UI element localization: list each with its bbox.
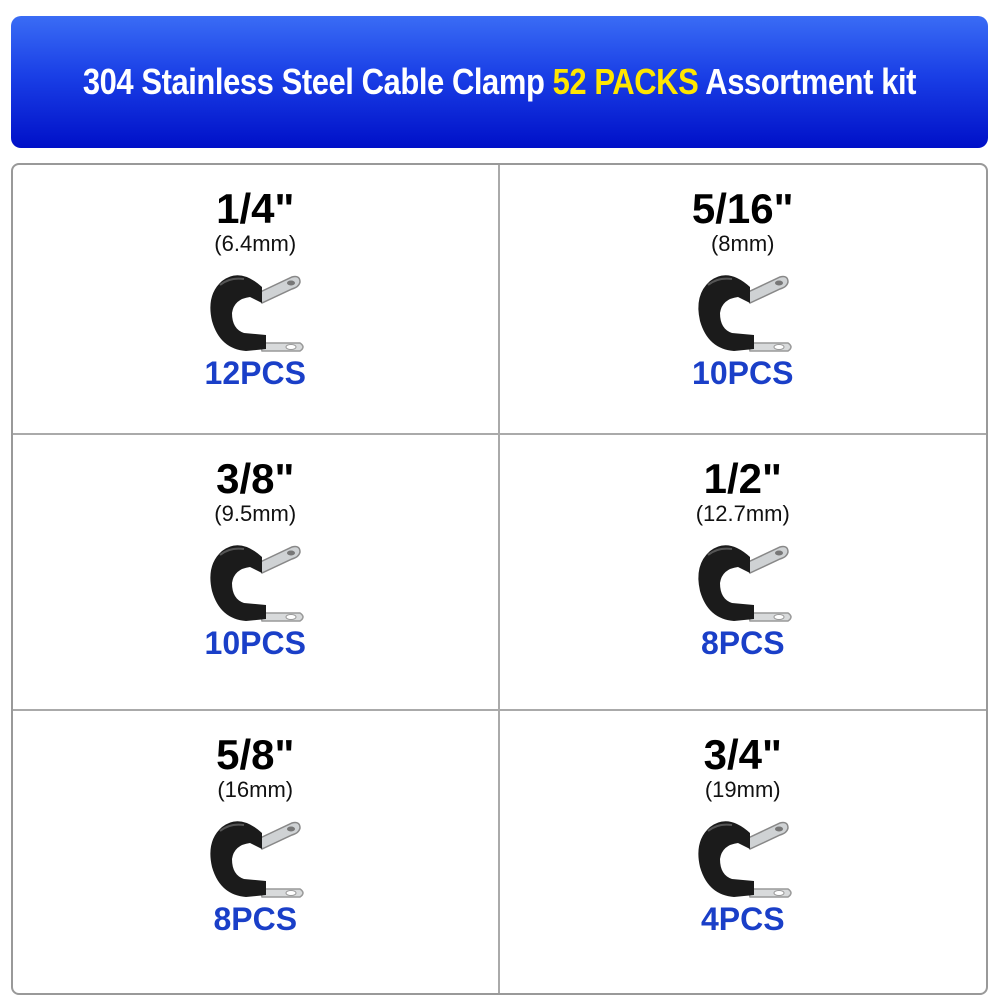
quantity-label: 10PCS	[692, 355, 794, 391]
size-metric: (6.4mm)	[214, 231, 297, 256]
size-metric: (19mm)	[704, 777, 781, 802]
title-suffix: Assortment kit	[698, 61, 917, 102]
quantity-label: 10PCS	[204, 625, 306, 661]
size-inch: 3/4"	[703, 731, 782, 778]
size-inch: 3/8"	[216, 455, 295, 502]
size-metric: (8mm)	[710, 231, 775, 256]
size-metric: (9.5mm)	[214, 501, 297, 526]
title-banner: 304 Stainless Steel Cable Clamp 52 PACKS…	[11, 16, 988, 148]
size-inch: 5/16"	[691, 185, 794, 232]
size-cell: 5/16" (8mm) 10PCS	[499, 165, 986, 435]
size-cell: 1/4" (6.4mm) 12PCS	[13, 165, 500, 435]
quantity-label: 8PCS	[213, 901, 298, 937]
size-inch: 1/4"	[216, 185, 295, 232]
size-inch: 1/2"	[703, 455, 782, 502]
size-cell: 3/8" (9.5mm) 10PCS	[13, 435, 500, 711]
size-metric: (16mm)	[217, 777, 294, 802]
size-metric: (12.7mm)	[695, 501, 790, 526]
cable-clamp-icon	[210, 821, 304, 898]
size-inch: 5/8"	[216, 731, 295, 778]
title-highlight: 52 PACKS	[552, 61, 699, 102]
cable-clamp-icon	[210, 545, 304, 622]
quantity-label: 8PCS	[700, 625, 785, 661]
quantity-label: 12PCS	[204, 355, 306, 391]
quantity-label: 4PCS	[700, 901, 785, 937]
cable-clamp-icon	[698, 821, 792, 898]
cable-clamp-icon	[210, 275, 304, 352]
size-cell: 1/2" (12.7mm) 8PCS	[499, 435, 986, 711]
title-prefix: 304 Stainless Steel Cable Clamp	[82, 61, 553, 102]
size-cell: 3/4" (19mm) 4PCS	[500, 711, 987, 993]
cable-clamp-icon	[698, 545, 792, 622]
cable-clamp-icon	[698, 275, 792, 352]
size-grid: 1/4" (6.4mm) 12PCS 5/16" (8mm) 10PCS 3/8…	[11, 163, 988, 995]
banner-title: 304 Stainless Steel Cable Clamp 52 PACKS…	[82, 61, 917, 103]
size-cell: 5/8" (16mm) 8PCS	[13, 711, 500, 993]
